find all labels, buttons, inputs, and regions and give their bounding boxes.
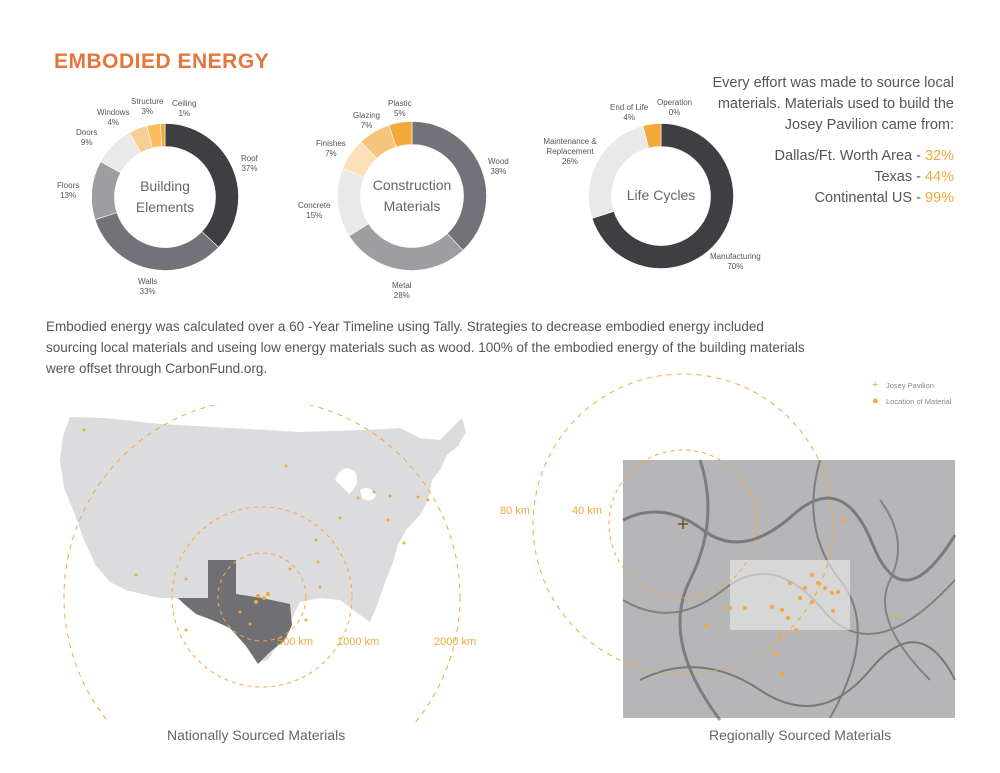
slice-label-doors: Doors 9% <box>76 128 98 147</box>
national-map-caption: Nationally Sourced Materials <box>167 727 346 743</box>
sourcing-intro: Every effort was made to source local ma… <box>712 75 954 133</box>
donut-construction-materials-svg <box>337 121 487 271</box>
donut-center-label: Building Elements <box>105 176 225 218</box>
ring-label-500km: 500 km <box>277 636 314 648</box>
slice-label-roof: Roof 37% <box>241 154 258 173</box>
slice-label-metal: Metal 28% <box>392 281 412 300</box>
slice-label-end-of-life: End of Life 4% <box>610 103 649 122</box>
regional-dots <box>704 519 898 676</box>
map-legend: + Josey Pavilion ● Location of Material <box>872 377 951 409</box>
texas-shape <box>178 560 292 664</box>
donut-building-elements: Building Elements Roof 37% Walls 33% Floor… <box>45 90 285 310</box>
slice-label-manufacturing: Manufacturing 70% <box>710 252 761 271</box>
sourcing-row-texas: Texas - 44% <box>874 169 954 185</box>
lakes <box>335 468 376 501</box>
description-paragraph: Embodied energy was calculated over a 60… <box>46 319 805 376</box>
national-dots <box>82 428 430 632</box>
slice-label-glazing: Glazing 7% <box>353 111 381 130</box>
regional-map-caption: Regionally Sourced Materials <box>709 727 892 743</box>
sourcing-summary: Every effort was made to source local ma… <box>694 73 954 209</box>
slice-label-structure: Structure 3% <box>131 97 164 116</box>
slice-label-walls: Walls 33% <box>138 277 158 296</box>
ring-label-80km: 80 km <box>500 505 530 517</box>
plus-icon: + <box>872 379 879 391</box>
slice-label-floors: Floors 13% <box>57 181 80 200</box>
us-map <box>60 417 466 662</box>
donut-slice-plastic <box>388 121 413 148</box>
slice-label-finishes: Finishes 7% <box>316 139 346 158</box>
legend-row-material: ● Location of Material <box>872 395 952 407</box>
legend-row-pavilion: + Josey Pavilion <box>872 379 934 391</box>
pavilion-marker <box>678 519 688 529</box>
donut-center-line1: Life Cycles <box>626 187 696 203</box>
donut-center-line2: Elements <box>135 199 195 215</box>
slice-label-operation: Operation 0% <box>657 98 693 117</box>
sourcing-row-dfw: Dallas/Ft. Worth Area - 32% <box>774 148 954 164</box>
slice-label-wood: Wood 38% <box>488 157 509 176</box>
ring-label-1000km: 1000 km <box>337 636 380 648</box>
slice-label-windows: Windows 4% <box>97 108 130 127</box>
donut-center-line2: Materials <box>383 198 441 214</box>
donut-slice-manufacturing <box>591 123 734 269</box>
regional-texture <box>622 459 957 721</box>
slice-label-ceiling: Ceiling 1% <box>172 99 197 118</box>
ring-label-40km: 40 km <box>572 505 602 517</box>
donut-center-label: Construction Materials <box>352 175 472 217</box>
slice-label-plastic: Plastic 5% <box>388 99 412 118</box>
donut-life-cycles: Life Cycles Manufacturing 70% Maintenance… <box>540 90 780 310</box>
ring-label-2000km: 2000 km <box>434 636 477 648</box>
donut-construction-materials: Construction Materials Wood 38% Metal 28% … <box>292 90 532 310</box>
donut-center-label: Life Cycles <box>601 185 721 206</box>
donut-center-line1: Construction <box>372 177 452 193</box>
donut-center-line1: Building <box>140 178 190 194</box>
donut-life-cycles-svg <box>588 123 734 269</box>
dot-icon: ● <box>872 395 879 407</box>
donut-building-elements-svg <box>91 123 239 271</box>
donut-slice-end-of-life <box>642 123 662 149</box>
sourcing-row-us: Continental US - 99% <box>814 190 954 206</box>
slice-label-concrete: Concrete 15% <box>298 201 331 220</box>
page-title: EMBODIED ENERGY <box>54 50 270 73</box>
donut-slice-ceiling <box>160 123 166 147</box>
slice-label-maintenance: Maintenance & Replacement 26% <box>543 137 597 166</box>
